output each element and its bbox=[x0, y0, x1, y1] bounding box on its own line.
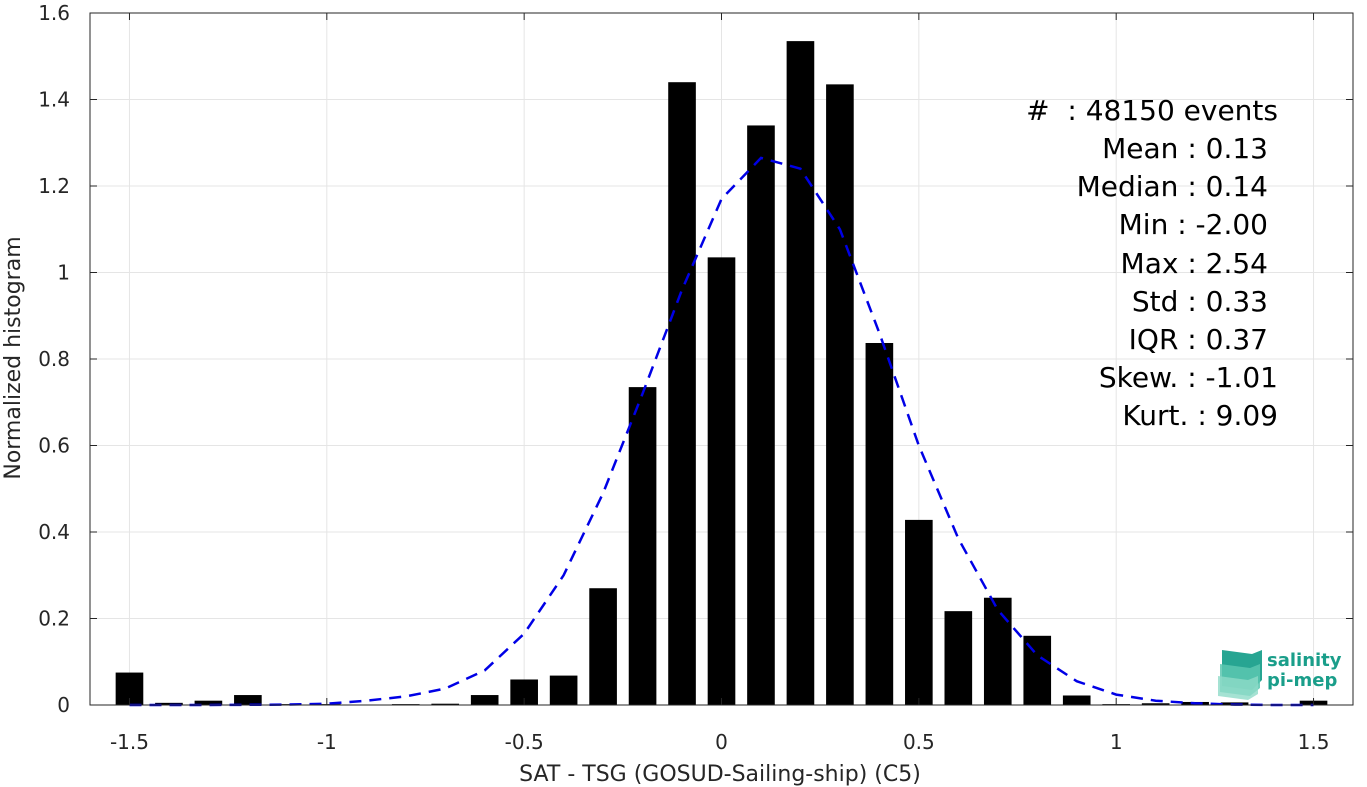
y-tick-label: 1.4 bbox=[38, 88, 70, 112]
bars bbox=[115, 41, 1328, 706]
y-tick-label: 0.4 bbox=[38, 520, 70, 544]
y-tick-label: 0 bbox=[57, 693, 70, 717]
x-tick-label: 0 bbox=[715, 730, 728, 754]
histogram-bar bbox=[786, 41, 815, 706]
histogram-bar bbox=[1141, 703, 1170, 705]
y-axis-label: Normalized histogram bbox=[1, 236, 26, 479]
stats-box: # : 48150 events Mean : 0.13 Median : 0.… bbox=[1026, 94, 1278, 432]
histogram-bar bbox=[234, 695, 262, 705]
x-tick-label: 1 bbox=[1110, 730, 1123, 754]
histogram-bar bbox=[470, 695, 499, 705]
histogram-bar bbox=[155, 702, 183, 705]
histogram-bar bbox=[747, 125, 775, 705]
histogram-bar bbox=[194, 700, 223, 705]
histogram-bar bbox=[944, 611, 973, 705]
logo-line1: salinity bbox=[1267, 650, 1342, 671]
histogram-bar bbox=[905, 519, 933, 705]
stats-max: Max : 2.54 bbox=[1121, 247, 1268, 280]
x-tick-label: -0.5 bbox=[505, 730, 544, 754]
x-tick-label: 0.5 bbox=[903, 730, 935, 754]
histogram-bar bbox=[549, 675, 578, 705]
y-tick-label: 1.6 bbox=[38, 1, 70, 25]
histogram-bar bbox=[1023, 635, 1052, 705]
logo-line2: pi-mep bbox=[1267, 670, 1337, 691]
histogram-bar bbox=[1062, 695, 1091, 705]
x-axis-label: SAT - TSG (GOSUD-Sailing-ship) (C5) bbox=[519, 762, 921, 787]
y-tick-label: 0.8 bbox=[38, 347, 70, 371]
stats-std: Std : 0.33 bbox=[1132, 285, 1268, 318]
histogram-bar bbox=[668, 82, 696, 705]
x-tick-label: -1 bbox=[317, 730, 337, 754]
logo-emblem-icon bbox=[1218, 650, 1262, 700]
histogram-bar bbox=[865, 342, 894, 705]
histogram-bar bbox=[707, 257, 736, 705]
axis-ticks bbox=[90, 12, 1353, 706]
x-tick-label: 1.5 bbox=[1298, 730, 1330, 754]
histogram-bar bbox=[983, 597, 1012, 705]
histogram-bar bbox=[589, 588, 617, 705]
stats-skew: Skew. : -1.01 bbox=[1099, 361, 1278, 394]
y-tick-label: 1.2 bbox=[38, 174, 70, 198]
gaussian-fit-curve bbox=[129, 156, 1314, 707]
y-tick-label: 0.6 bbox=[38, 434, 70, 458]
histogram-bar bbox=[628, 387, 657, 705]
stats-events: # : 48150 events bbox=[1026, 94, 1278, 127]
stats-median: Median : 0.14 bbox=[1077, 170, 1268, 203]
x-tick-label: -1.5 bbox=[110, 730, 149, 754]
histogram-bar bbox=[431, 703, 460, 705]
stats-min: Min : -2.00 bbox=[1119, 208, 1268, 241]
y-tick-label: 1 bbox=[57, 261, 70, 285]
stats-kurt: Kurt. : 9.09 bbox=[1122, 399, 1278, 432]
y-tick-labels: 0 0.2 0.4 0.6 0.8 1 1.2 1.4 1.6 bbox=[38, 1, 70, 717]
stats-mean: Mean : 0.13 bbox=[1102, 132, 1268, 165]
x-tick-labels: -1.5 -1 -0.5 0 0.5 1 1.5 bbox=[110, 730, 1329, 754]
stats-iqr: IQR : 0.37 bbox=[1129, 323, 1268, 356]
salinity-pimep-logo: salinity pi-mep bbox=[1218, 650, 1342, 700]
histogram-bar bbox=[826, 84, 854, 706]
y-tick-label: 0.2 bbox=[38, 607, 70, 631]
